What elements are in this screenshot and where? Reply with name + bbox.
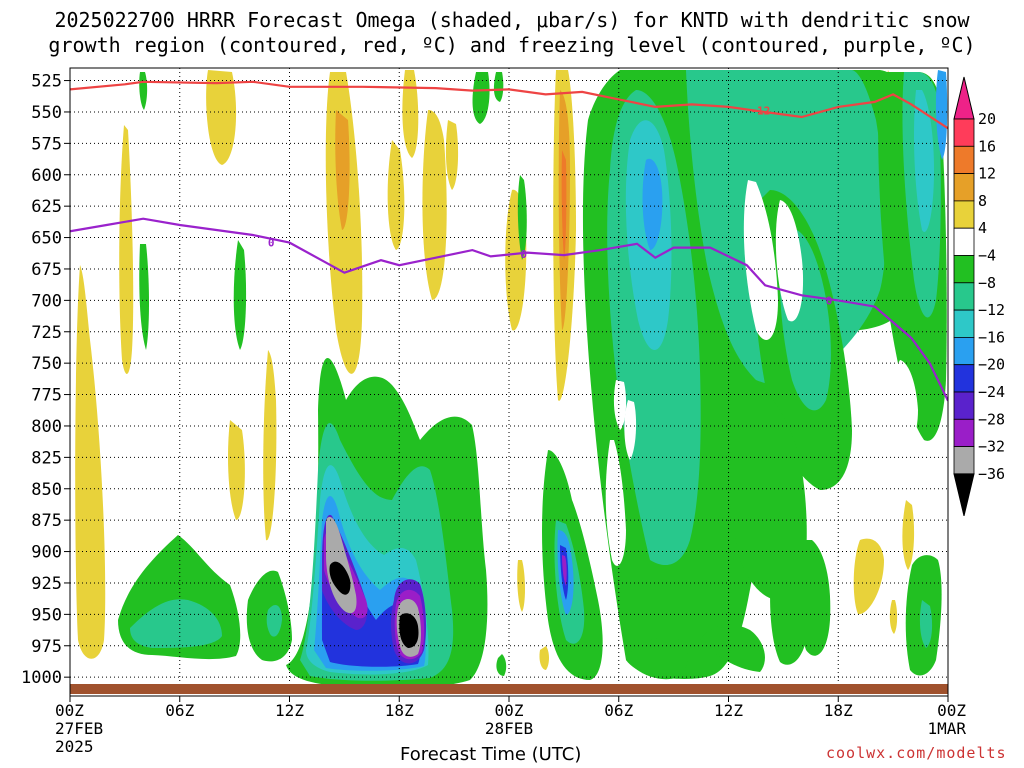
red-contour-label: -12 <box>750 105 770 118</box>
colorbar: 20 16 12 8 4 −4 −8 −12 −16 −20 −24 −28 −32 −36 <box>953 76 1005 517</box>
red-contour-line <box>70 80 948 130</box>
x-tick-label: 18Z <box>385 701 414 720</box>
y-tick-label: 800 <box>31 417 62 437</box>
colorbar-label: −4 <box>978 247 996 265</box>
colorbar-segment <box>953 391 975 420</box>
colorbar-segment <box>953 309 975 338</box>
x-tick-label: 2025 <box>55 737 94 756</box>
y-tick-label: 625 <box>31 197 62 217</box>
purple-contour-label: 0 <box>826 294 833 307</box>
y-tick-label: 825 <box>31 448 62 468</box>
colorbar-segment <box>953 118 975 147</box>
colorbar-segment <box>953 336 975 366</box>
y-tick-label: 700 <box>31 291 62 311</box>
y-tick-label: 925 <box>31 574 62 594</box>
colorbar-label: −20 <box>978 356 1005 374</box>
colorbar-label: −12 <box>978 301 1005 319</box>
colorbar-segment <box>953 200 975 229</box>
colorbar-segment <box>953 173 975 202</box>
colorbar-label: −24 <box>978 383 1005 401</box>
x-tick-label: 12Z <box>275 701 304 720</box>
colorbar-label: 4 <box>978 219 987 237</box>
y-tick-label: 650 <box>31 229 62 249</box>
y-tick-label: 725 <box>31 323 62 343</box>
grid-lines <box>70 68 948 696</box>
colorbar-segment <box>953 255 975 284</box>
x-tick-label: 1MAR <box>927 719 966 738</box>
x-tick-label: 00Z <box>55 701 84 720</box>
y-tick-label: 525 <box>31 72 62 92</box>
purple-contour-label: 0 <box>520 248 527 261</box>
colorbar-label: −8 <box>978 274 996 292</box>
omega-shading <box>75 70 948 689</box>
y-tick-label: 775 <box>31 386 62 406</box>
purple-contour-label: 0 <box>268 237 275 250</box>
colorbar-label: 20 <box>978 110 996 128</box>
x-tick-label: 00Z <box>495 701 524 720</box>
y-tick-label: 750 <box>31 354 62 374</box>
x-axis-label: Forecast Time (UTC) <box>400 744 582 765</box>
colorbar-segment <box>953 227 975 256</box>
x-tick-label: 06Z <box>165 701 194 720</box>
y-tick-label: 850 <box>31 480 62 500</box>
chart-title-line2: growth region (contoured, red, ºC) and f… <box>48 33 976 57</box>
y-tick-label: 950 <box>31 605 62 625</box>
colorbar-label: −16 <box>978 328 1005 346</box>
credit-text: coolwx.com/modelts <box>826 744 1007 762</box>
y-tick-label: 975 <box>31 637 62 657</box>
colorbar-segment <box>953 145 975 175</box>
colorbar-segment <box>953 282 975 311</box>
x-tick-label: 28FEB <box>485 719 533 738</box>
y-tick-label: 1000 <box>21 668 62 688</box>
colorbar-segment <box>953 364 975 393</box>
colorbar-label: −28 <box>978 410 1005 428</box>
x-tick-label: 00Z <box>937 701 966 720</box>
colorbar-bottom-arrow <box>953 473 975 517</box>
colorbar-label: −32 <box>978 438 1005 456</box>
surface-terrain <box>70 684 948 694</box>
colorbar-label: 12 <box>978 165 996 183</box>
y-tick-label: 575 <box>31 134 62 154</box>
y-tick-label: 900 <box>31 543 62 563</box>
y-tick-label: 600 <box>31 166 62 186</box>
x-tick-label: 12Z <box>714 701 743 720</box>
colorbar-segment <box>953 446 975 475</box>
y-tick-label: 550 <box>31 103 62 123</box>
colorbar-label: 16 <box>978 137 996 155</box>
colorbar-label: −36 <box>978 465 1005 483</box>
x-tick-label: 27FEB <box>55 719 103 738</box>
colorbar-segment <box>953 418 975 447</box>
x-tick-label: 18Z <box>824 701 853 720</box>
chart-title-line1: 2025022700 HRRR Forecast Omega (shaded, … <box>54 8 970 32</box>
colorbar-label: 8 <box>978 192 987 210</box>
purple-contour-line <box>70 217 948 402</box>
x-tick-label: 06Z <box>604 701 633 720</box>
y-tick-label: 675 <box>31 260 62 280</box>
colorbar-top-arrow <box>953 76 975 120</box>
y-tick-label: 875 <box>31 511 62 531</box>
